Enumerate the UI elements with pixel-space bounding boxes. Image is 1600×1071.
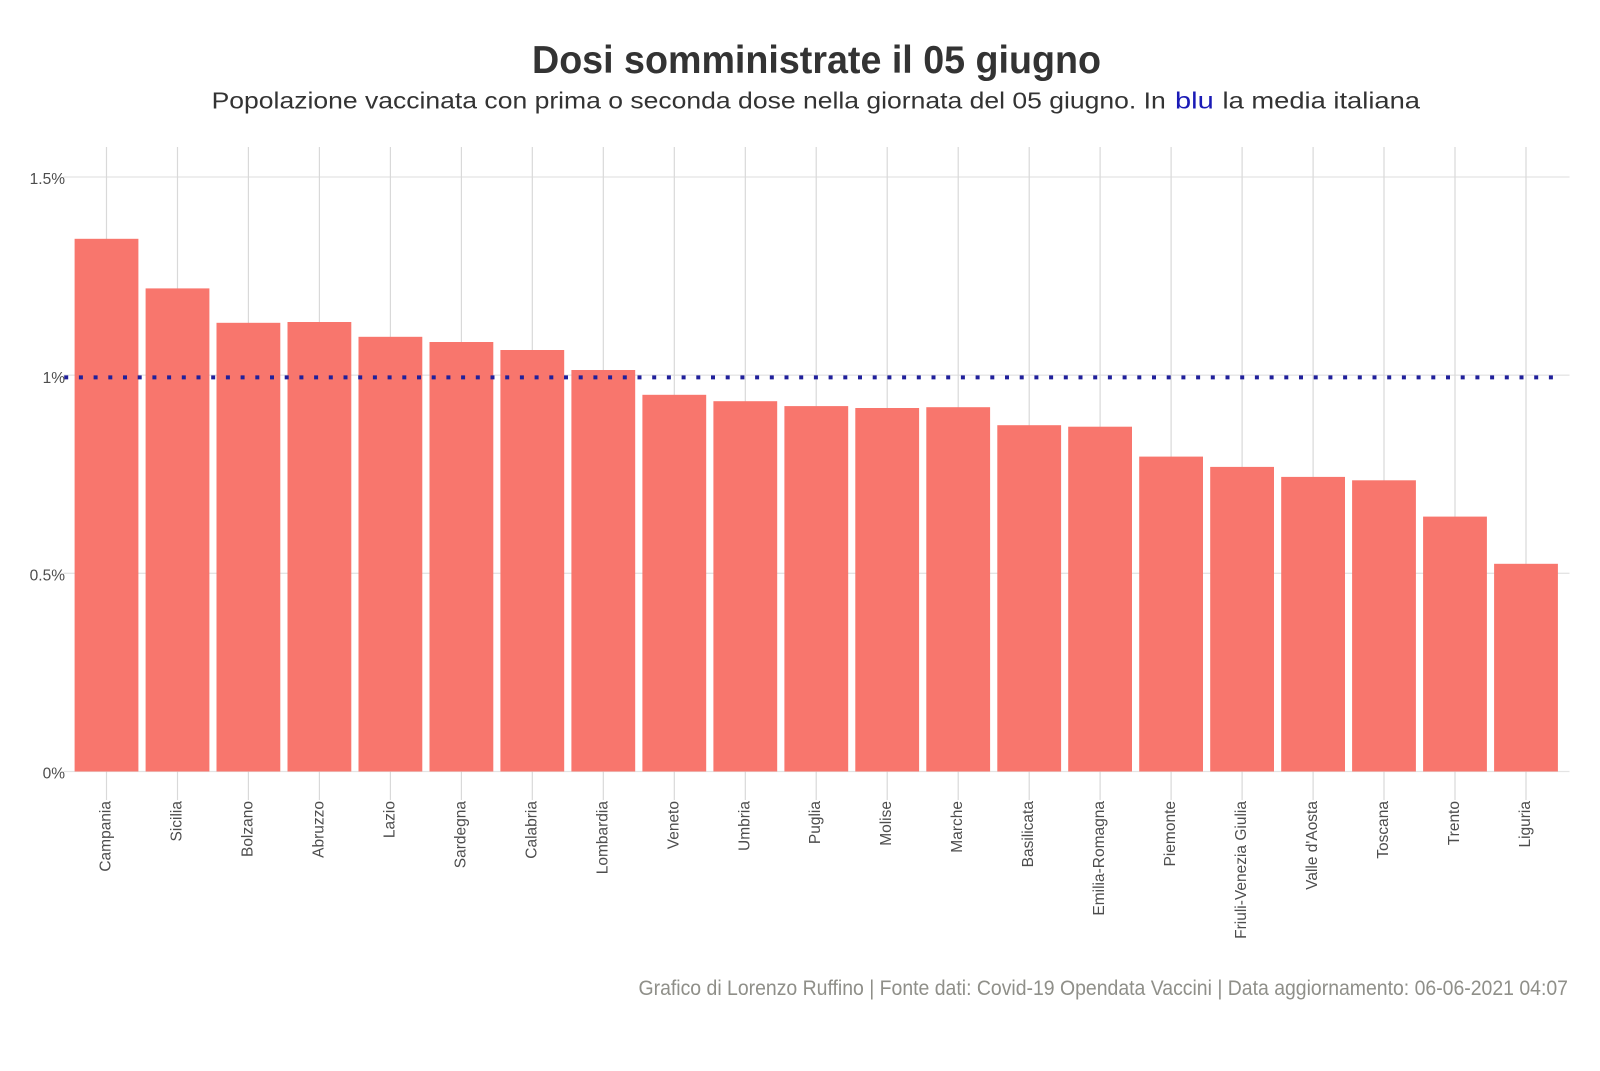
svg-text:Lombardia: Lombardia (594, 801, 611, 875)
svg-text:Basilicata: Basilicata (1020, 801, 1037, 868)
svg-text:Trento: Trento (1446, 801, 1463, 845)
svg-text:1%: 1% (43, 370, 66, 387)
svg-text:Lazio: Lazio (381, 801, 398, 838)
svg-text:Liguria: Liguria (1517, 801, 1534, 848)
svg-text:Bolzano: Bolzano (239, 801, 256, 857)
svg-text:0.5%: 0.5% (30, 568, 66, 585)
svg-text:Valle d'Aosta: Valle d'Aosta (1304, 801, 1321, 890)
svg-text:Marche: Marche (949, 801, 966, 853)
svg-text:Dosi somministrate il 05 giugn: Dosi somministrate il 05 giugno (532, 39, 1101, 82)
svg-text:1.5%: 1.5% (30, 171, 66, 188)
svg-text:Campania: Campania (98, 801, 115, 872)
svg-text:Molise: Molise (878, 801, 895, 846)
svg-text:Sardegna: Sardegna (452, 801, 469, 869)
svg-text:Toscana: Toscana (1375, 801, 1392, 859)
svg-text:Calabria: Calabria (523, 801, 540, 859)
svg-text:Sicilia: Sicilia (169, 801, 186, 842)
svg-text:Friuli-Venezia Giulia: Friuli-Venezia Giulia (1233, 801, 1250, 939)
svg-text:la media italiana: la media italiana (1223, 88, 1421, 114)
svg-text:Piemonte: Piemonte (1162, 801, 1179, 866)
svg-text:Umbria: Umbria (736, 801, 753, 851)
svg-text:Grafico di Lorenzo Ruffino | F: Grafico di Lorenzo Ruffino | Fonte dati:… (639, 976, 1569, 1000)
svg-text:0%: 0% (43, 766, 66, 783)
svg-text:Popolazione vaccinata con prim: Popolazione vaccinata con prima o second… (212, 88, 1166, 114)
svg-text:blu: blu (1175, 88, 1214, 114)
svg-text:Abruzzo: Abruzzo (310, 801, 327, 858)
svg-text:Veneto: Veneto (665, 801, 682, 849)
svg-text:Emilia-Romagna: Emilia-Romagna (1091, 801, 1108, 916)
svg-text:Puglia: Puglia (807, 801, 824, 844)
